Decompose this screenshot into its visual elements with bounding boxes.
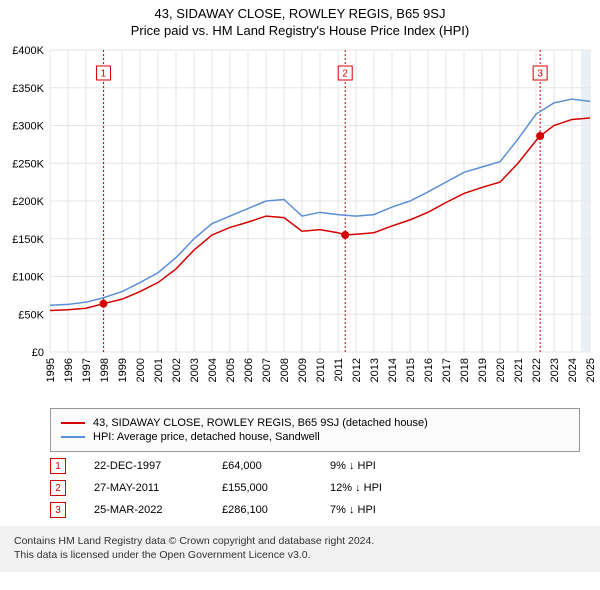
x-tick-label: 2006 [243,358,255,382]
x-tick-label: 1997 [81,358,93,382]
x-tick-label: 2017 [441,358,453,382]
y-tick-label: £350K [12,83,44,95]
y-tick-label: £300K [12,121,44,133]
chart-container: 43, SIDAWAY CLOSE, ROWLEY REGIS, B65 9SJ… [0,0,600,572]
x-tick-label: 2010 [315,358,327,382]
legend-item: 43, SIDAWAY CLOSE, ROWLEY REGIS, B65 9SJ… [61,417,569,429]
event-row: 2 27-MAY-2011 £155,000 12% ↓ HPI [50,480,580,496]
footer-line-2: This data is licensed under the Open Gov… [14,548,586,562]
x-tick-label: 2023 [549,358,561,382]
event-row-delta: 9% ↓ HPI [330,460,430,472]
x-tick-label: 2022 [531,358,543,382]
y-tick-label: £50K [18,309,44,321]
x-tick-label: 2012 [351,358,363,382]
y-tick-label: £100K [12,272,44,284]
event-row-delta: 12% ↓ HPI [330,482,430,494]
x-tick-label: 1999 [117,358,129,382]
event-row-date: 27-MAY-2011 [94,482,194,494]
footer-line-1: Contains HM Land Registry data © Crown c… [14,534,586,548]
events-table: 1 22-DEC-1997 £64,000 9% ↓ HPI 2 27-MAY-2011 £… [50,458,580,518]
legend-swatch [61,422,85,424]
footer-attribution: Contains HM Land Registry data © Crown c… [0,526,600,572]
x-tick-label: 2001 [153,358,165,382]
x-tick-label: 2020 [495,358,507,382]
y-tick-label: £200K [12,196,44,208]
x-tick-label: 2007 [261,358,273,382]
x-tick-label: 2005 [225,358,237,382]
legend-label: HPI: Average price, detached house, Sand… [93,431,320,443]
title-main: 43, SIDAWAY CLOSE, ROWLEY REGIS, B65 9SJ [0,6,600,21]
x-tick-label: 2008 [279,358,291,382]
legend: 43, SIDAWAY CLOSE, ROWLEY REGIS, B65 9SJ… [50,408,580,452]
event-row-date: 22-DEC-1997 [94,460,194,472]
event-row: 1 22-DEC-1997 £64,000 9% ↓ HPI [50,458,580,474]
event-row-price: £64,000 [222,460,302,472]
x-tick-label: 1996 [63,358,75,382]
x-tick-label: 2024 [567,358,579,382]
event-row-badge: 1 [50,458,66,474]
event-badge-number: 1 [101,69,107,80]
x-tick-label: 2003 [189,358,201,382]
x-tick-label: 2000 [135,358,147,382]
chart-area: £0 £50K £100K £150K £200K £250K £300K £350K £400… [0,42,600,402]
event-row-date: 25-MAR-2022 [94,504,194,516]
event-row-price: £155,000 [222,482,302,494]
chart-svg: £0 £50K £100K £150K £200K £250K £300K £350K £400… [0,42,600,402]
x-tick-label: 1995 [45,358,57,382]
event-row-price: £286,100 [222,504,302,516]
y-tick-label: £0 [32,347,44,359]
x-tick-label: 2025 [585,358,597,382]
titles: 43, SIDAWAY CLOSE, ROWLEY REGIS, B65 9SJ… [0,0,600,42]
event-marker [99,300,107,308]
legend-label: 43, SIDAWAY CLOSE, ROWLEY REGIS, B65 9SJ… [93,417,428,429]
x-tick-label: 2009 [297,358,309,382]
event-marker [536,132,544,140]
y-tick-label: £250K [12,158,44,170]
event-row-delta: 7% ↓ HPI [330,504,430,516]
x-tick-label: 2018 [459,358,471,382]
legend-swatch [61,436,85,438]
x-tick-label: 2015 [405,358,417,382]
event-marker [341,231,349,239]
x-tick-label: 2002 [171,358,183,382]
event-badge-number: 2 [342,69,348,80]
x-tick-label: 1998 [99,358,111,382]
x-tick-label: 2014 [387,358,399,382]
x-tick-label: 2011 [333,358,345,382]
x-tick-label: 2019 [477,358,489,382]
event-badge-number: 3 [537,69,543,80]
x-tick-label: 2013 [369,358,381,382]
x-tick-label: 2021 [513,358,525,382]
event-row-badge: 3 [50,502,66,518]
event-row-badge: 2 [50,480,66,496]
x-tick-label: 2016 [423,358,435,382]
y-tick-label: £150K [12,234,44,246]
title-sub: Price paid vs. HM Land Registry's House … [0,23,600,38]
y-tick-label: £400K [12,45,44,57]
x-tick-label: 2004 [207,358,219,382]
event-row: 3 25-MAR-2022 £286,100 7% ↓ HPI [50,502,580,518]
legend-item: HPI: Average price, detached house, Sand… [61,431,569,443]
